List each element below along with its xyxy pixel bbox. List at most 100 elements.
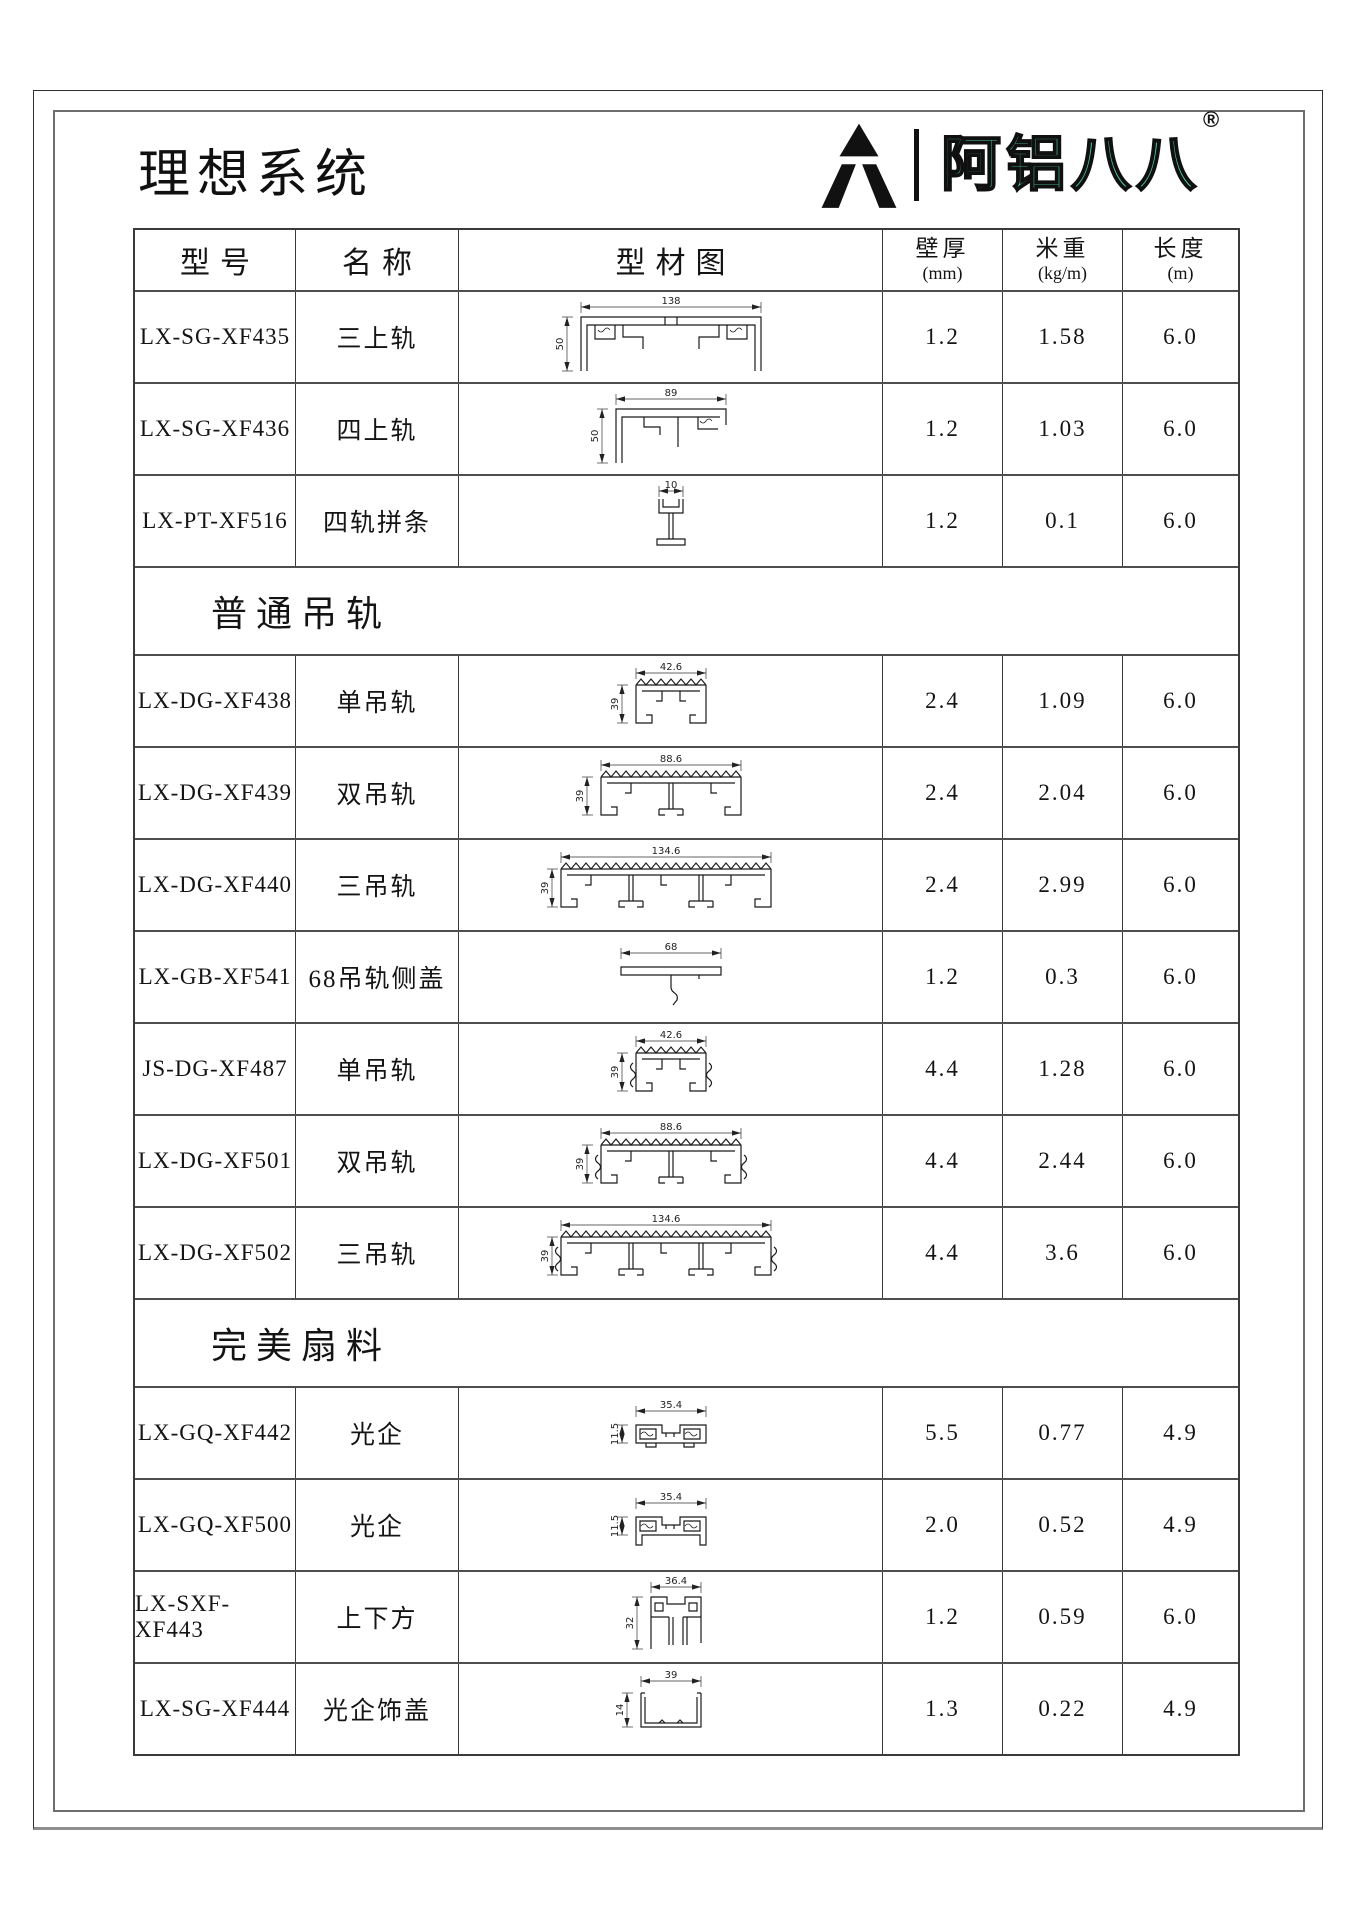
meter-weight-cell: 1.58 (1002, 292, 1122, 382)
profile-drawing: 42.6 39 (610, 1030, 712, 1092)
profile-drawing: 42.6 39 (610, 662, 707, 724)
brand-logo: 阿铝八八® (820, 109, 1222, 208)
table-row: LX-GB-XF541 68吊轨侧盖 68 1.2 0.3 6.0 (135, 930, 1238, 1022)
table-row: LX-GQ-XF500 光企 35.4 11.5 2.0 0.52 4.9 (135, 1478, 1238, 1570)
header-meter-weight: 米重 (kg/m) (1002, 230, 1122, 290)
table-row: LX-DG-XF502 三吊轨 134.6 39 4.4 3.6 6.0 (135, 1206, 1238, 1298)
profile-diagram-cell: 42.6 39 (458, 1024, 882, 1114)
name-cell: 68吊轨侧盖 (295, 932, 458, 1022)
table-row: LX-DG-XF440 三吊轨 134.6 39 2.4 2.99 6.0 (135, 838, 1238, 930)
model-cell: LX-GB-XF541 (138, 964, 292, 989)
length-cell: 6.0 (1122, 1208, 1238, 1298)
name-cell: 三吊轨 (295, 840, 458, 930)
svg-text:68: 68 (664, 942, 677, 953)
profile-drawing: 134.6 39 (540, 1214, 777, 1276)
model-cell: LX-DG-XF440 (137, 872, 293, 897)
svg-text:39: 39 (610, 698, 621, 711)
svg-text:35.4: 35.4 (659, 1400, 681, 1411)
svg-text:42.6: 42.6 (659, 1030, 681, 1041)
table-header-row: 型号 名称 型材图 壁厚 (mm) 米重 (kg/m) 长度 (m) (135, 230, 1238, 290)
name-cell: 光企 (295, 1388, 458, 1478)
meter-weight-cell: 0.59 (1002, 1572, 1122, 1662)
meter-weight-cell: 0.22 (1002, 1664, 1122, 1754)
length-cell: 6.0 (1122, 1024, 1238, 1114)
length-cell: 6.0 (1122, 476, 1238, 566)
wall-thickness-cell: 1.2 (882, 932, 1002, 1022)
meter-weight-cell: 2.04 (1002, 748, 1122, 838)
name-cell: 双吊轨 (295, 748, 458, 838)
profile-drawing: 89 50 (590, 389, 727, 464)
profile-diagram-cell: 35.4 11.5 (458, 1480, 882, 1570)
table-row: LX-DG-XF501 双吊轨 88.6 39 4.4 2.44 6.0 (135, 1114, 1238, 1206)
profile-drawing: 39 14 (615, 1670, 702, 1728)
profile-diagram-cell: 10 (458, 476, 882, 566)
wall-thickness-cell: 1.2 (882, 476, 1002, 566)
profile-drawing: 68 (619, 942, 722, 1006)
model-cell: LX-DG-XF502 (137, 1240, 293, 1265)
table-row: LX-SG-XF435 三上轨 138 50 1.2 1.58 6.0 (135, 290, 1238, 382)
svg-text:134.6: 134.6 (651, 1214, 680, 1225)
meter-weight-cell: 0.1 (1002, 476, 1122, 566)
table-row: JS-DG-XF487 单吊轨 42.6 39 4.4 1.28 6.0 (135, 1022, 1238, 1114)
model-cell: LX-GQ-XF442 (137, 1420, 293, 1445)
name-cell: 上下方 (295, 1572, 458, 1662)
model-cell: LX-SG-XF436 (139, 416, 291, 441)
profile-diagram-cell: 36.4 32 (458, 1572, 882, 1662)
profile-drawing: 88.6 39 (575, 754, 742, 816)
model-cell: LX-DG-XF438 (137, 688, 293, 713)
name-cell: 三上轨 (295, 292, 458, 382)
registered-mark: ® (1203, 107, 1225, 132)
section-row: 完美扇料 (135, 1298, 1238, 1386)
wall-thickness-cell: 5.5 (882, 1388, 1002, 1478)
model-cell: LX-SXF-XF443 (135, 1591, 231, 1642)
wall-thickness-cell: 2.4 (882, 748, 1002, 838)
length-cell: 6.0 (1122, 656, 1238, 746)
profile-diagram-cell: 134.6 39 (458, 840, 882, 930)
length-cell: 4.9 (1122, 1388, 1238, 1478)
profile-spec-table: 型号 名称 型材图 壁厚 (mm) 米重 (kg/m) 长度 (m) LX-SG… (133, 228, 1240, 1756)
profile-drawing: 138 50 (555, 297, 762, 372)
header-name: 名称 (295, 230, 458, 290)
profile-diagram-cell: 42.6 39 (458, 656, 882, 746)
svg-text:89: 89 (664, 389, 677, 399)
svg-text:32: 32 (625, 1617, 636, 1630)
profile-drawing: 35.4 11.5 (610, 1400, 707, 1448)
svg-text:11.5: 11.5 (610, 1515, 621, 1537)
svg-text:39: 39 (664, 1670, 677, 1681)
length-cell: 6.0 (1122, 1572, 1238, 1662)
wall-thickness-cell: 1.3 (882, 1664, 1002, 1754)
name-cell: 光企 (295, 1480, 458, 1570)
svg-text:88.6: 88.6 (659, 754, 681, 765)
length-cell: 6.0 (1122, 384, 1238, 474)
svg-text:10: 10 (664, 481, 677, 491)
name-cell: 单吊轨 (295, 656, 458, 746)
header-diagram: 型材图 (458, 230, 882, 290)
section-label: 普通吊轨 (211, 594, 392, 634)
profile-diagram-cell: 89 50 (458, 384, 882, 474)
name-cell: 三吊轨 (295, 1208, 458, 1298)
svg-text:138: 138 (661, 297, 680, 307)
meter-weight-cell: 3.6 (1002, 1208, 1122, 1298)
meter-weight-cell: 1.09 (1002, 656, 1122, 746)
table-row: LX-PT-XF516 四轨拼条 10 1.2 0.1 6.0 (135, 474, 1238, 566)
wall-thickness-cell: 2.0 (882, 1480, 1002, 1570)
page-title: 理想系统 (138, 147, 375, 204)
wall-thickness-cell: 1.2 (882, 384, 1002, 474)
name-cell: 双吊轨 (295, 1116, 458, 1206)
meter-weight-cell: 2.44 (1002, 1116, 1122, 1206)
triangle-logo-icon (821, 123, 897, 208)
svg-text:39: 39 (575, 790, 586, 803)
profile-diagram-cell: 35.4 11.5 (458, 1388, 882, 1478)
length-cell: 6.0 (1122, 932, 1238, 1022)
length-cell: 6.0 (1122, 748, 1238, 838)
length-cell: 6.0 (1122, 840, 1238, 930)
svg-text:42.6: 42.6 (659, 662, 681, 673)
profile-diagram-cell: 88.6 39 (458, 748, 882, 838)
length-cell: 6.0 (1122, 292, 1238, 382)
model-cell: JS-DG-XF487 (142, 1056, 288, 1081)
meter-weight-cell: 1.28 (1002, 1024, 1122, 1114)
model-cell: LX-SG-XF444 (139, 1696, 291, 1721)
length-cell: 4.9 (1122, 1664, 1238, 1754)
svg-text:50: 50 (555, 338, 566, 351)
